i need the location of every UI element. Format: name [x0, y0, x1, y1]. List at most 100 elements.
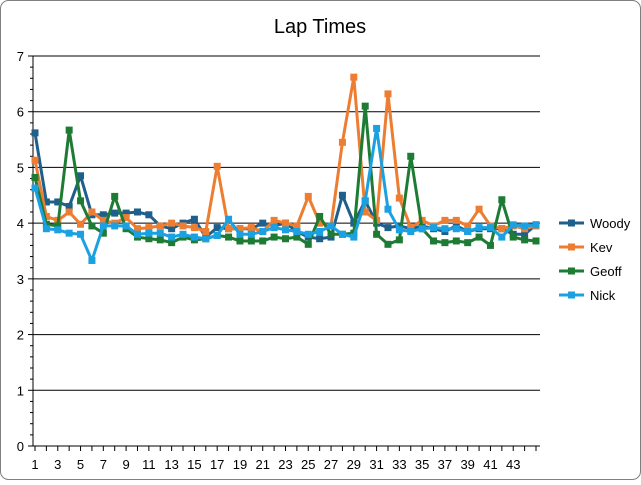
data-point [145, 229, 153, 237]
data-point [156, 222, 164, 230]
data-point [88, 208, 96, 216]
data-point [430, 224, 438, 232]
x-tick-label: 11 [142, 457, 156, 472]
data-point [373, 124, 381, 132]
data-point [395, 194, 403, 202]
data-point [384, 90, 392, 98]
data-point [213, 162, 221, 170]
data-point [338, 191, 346, 199]
data-point [407, 224, 415, 232]
data-point [338, 138, 346, 146]
data-point [77, 172, 85, 180]
data-point [190, 233, 198, 241]
data-point [452, 237, 460, 245]
x-tick-label: 7 [100, 457, 107, 472]
data-point [65, 208, 73, 216]
data-point [509, 233, 517, 241]
data-point [475, 233, 483, 241]
data-point [236, 237, 244, 245]
data-point [338, 230, 346, 238]
data-point [304, 240, 312, 248]
data-point [395, 236, 403, 244]
data-point [190, 215, 198, 223]
data-point [133, 225, 141, 233]
data-point [316, 219, 324, 227]
data-point [42, 198, 50, 206]
x-tick-label: 43 [506, 457, 520, 472]
legend-marker [568, 243, 575, 251]
legend: Woody Kev Geoff Nick [559, 216, 631, 303]
data-point [225, 233, 233, 241]
y-tick-label: 4 [17, 216, 24, 231]
x-tick-label: 35 [415, 457, 429, 472]
legend-marker [568, 267, 575, 275]
data-point [133, 208, 141, 216]
data-point [384, 224, 392, 232]
data-point [464, 228, 472, 235]
legend-label: Geoff [590, 264, 622, 279]
data-point [247, 237, 255, 245]
y-tick-label: 3 [17, 272, 24, 287]
data-point [270, 233, 278, 241]
data-point [452, 225, 460, 233]
data-point [350, 73, 358, 81]
data-point [31, 184, 39, 192]
y-tick-label: 1 [17, 383, 24, 398]
data-point [282, 226, 289, 234]
data-point [99, 229, 107, 237]
data-point [498, 196, 506, 204]
data-point [384, 240, 392, 248]
series-layer [31, 73, 540, 264]
x-tick-label: 39 [460, 457, 474, 472]
y-tick-label: 7 [17, 49, 24, 64]
data-point [54, 198, 62, 206]
data-point [111, 222, 119, 230]
data-point [202, 228, 210, 235]
data-point [293, 222, 301, 230]
data-point [270, 224, 278, 232]
data-point [384, 205, 392, 213]
data-point [532, 237, 540, 245]
data-point [259, 228, 267, 235]
data-point [259, 219, 267, 227]
x-axis: 1 3 5 7 9 11 13 15 17 19 21 23 25 27 29 31 33 35 37 39 41 43 [31, 445, 540, 472]
data-point [395, 226, 403, 234]
y-tick-label: 6 [17, 105, 24, 120]
x-tick-label: 23 [278, 457, 292, 472]
data-point [179, 230, 187, 238]
data-point [88, 256, 96, 264]
data-point [350, 233, 358, 241]
data-point [168, 219, 176, 227]
data-point [521, 230, 529, 238]
data-point [430, 237, 438, 245]
data-point [65, 202, 73, 210]
data-point [327, 222, 335, 230]
data-point [270, 216, 278, 224]
data-point [236, 230, 244, 238]
data-point [190, 224, 198, 232]
data-point [202, 235, 210, 243]
data-point [213, 231, 221, 239]
legend-item: Nick [559, 288, 616, 303]
data-point [54, 222, 62, 230]
data-point [475, 224, 483, 232]
data-point [145, 235, 153, 243]
data-point [486, 224, 494, 232]
data-point [42, 212, 50, 220]
x-tick-label: 29 [347, 457, 361, 472]
data-point [441, 225, 449, 233]
data-point [65, 126, 73, 134]
y-tick-label: 2 [17, 328, 24, 343]
data-point [498, 233, 506, 241]
x-tick-label: 1 [31, 457, 38, 472]
legend-label: Kev [590, 240, 613, 255]
data-point [327, 230, 335, 238]
data-point [179, 222, 187, 230]
data-point [532, 221, 540, 229]
data-point [304, 192, 312, 200]
data-point [77, 220, 85, 228]
data-point [316, 228, 324, 235]
data-point [361, 197, 369, 205]
data-point [225, 215, 233, 223]
